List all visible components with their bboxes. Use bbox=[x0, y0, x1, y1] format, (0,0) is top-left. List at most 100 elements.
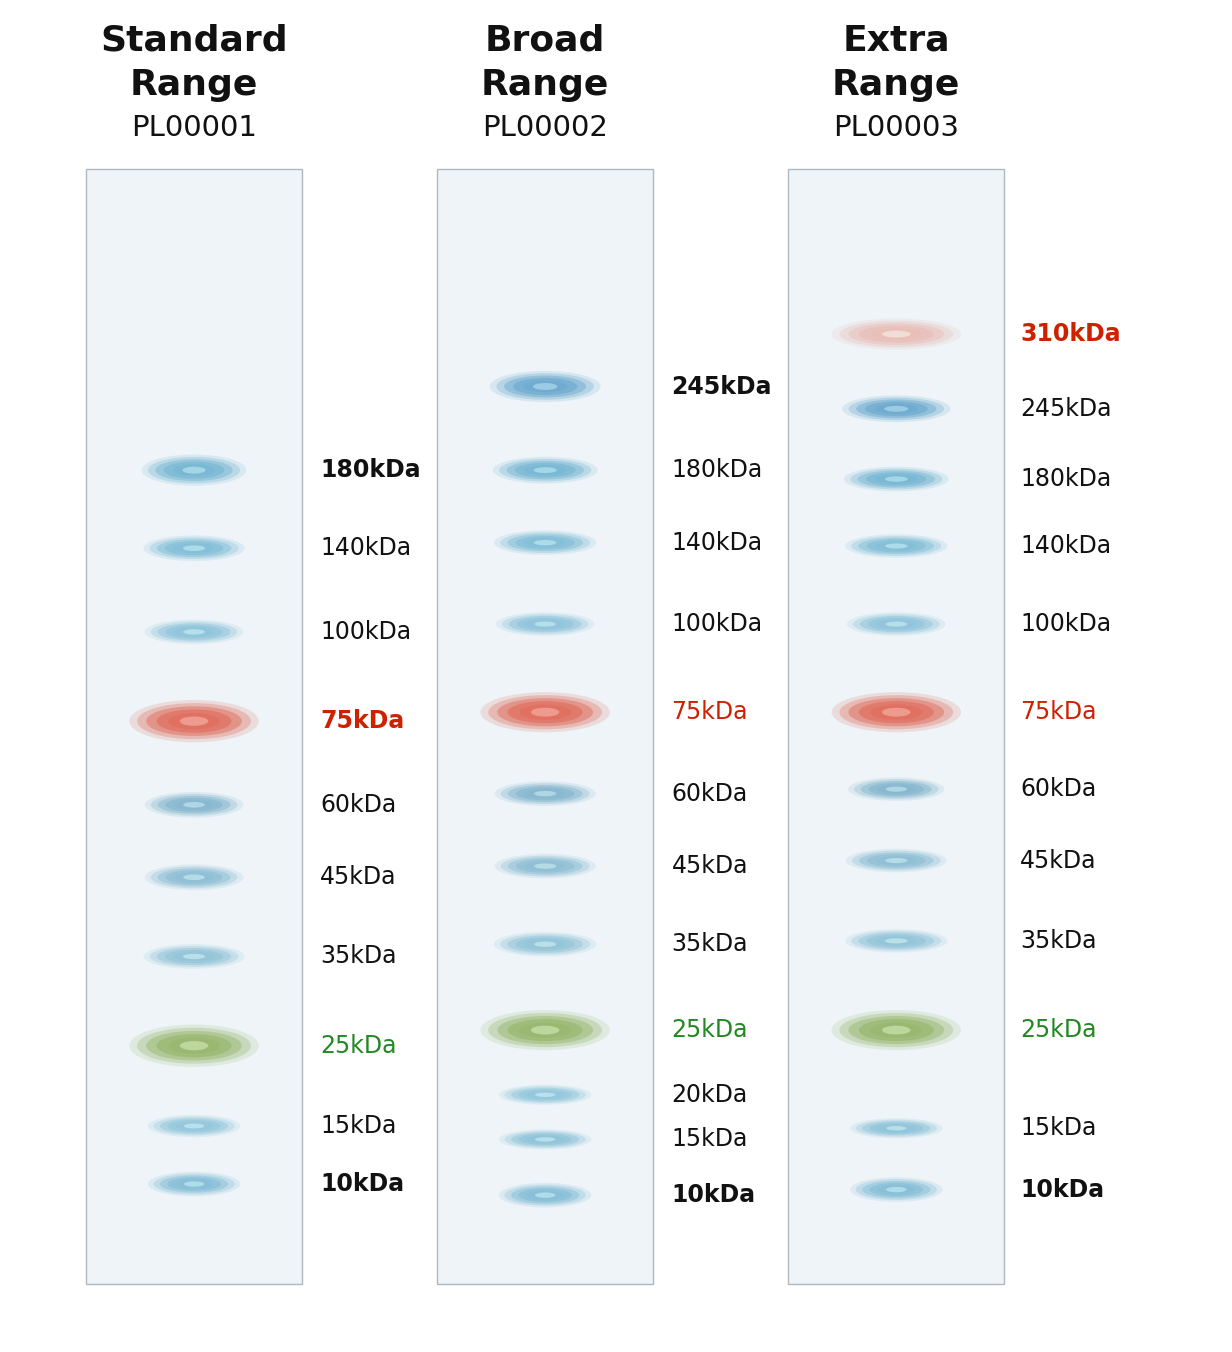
Ellipse shape bbox=[849, 698, 944, 726]
Text: PL00003: PL00003 bbox=[833, 115, 960, 142]
Ellipse shape bbox=[148, 457, 240, 484]
Text: 75kDa: 75kDa bbox=[320, 708, 404, 733]
Ellipse shape bbox=[869, 783, 924, 795]
Ellipse shape bbox=[156, 948, 232, 965]
Ellipse shape bbox=[129, 700, 259, 742]
Ellipse shape bbox=[859, 933, 934, 949]
Ellipse shape bbox=[520, 704, 570, 719]
Ellipse shape bbox=[850, 1178, 942, 1202]
Ellipse shape bbox=[516, 860, 574, 873]
Ellipse shape bbox=[882, 331, 910, 338]
Ellipse shape bbox=[165, 949, 223, 963]
Ellipse shape bbox=[184, 802, 205, 807]
Ellipse shape bbox=[137, 703, 251, 740]
Ellipse shape bbox=[885, 406, 908, 412]
Ellipse shape bbox=[856, 1119, 938, 1137]
Ellipse shape bbox=[156, 1034, 232, 1057]
Text: 100kDa: 100kDa bbox=[320, 619, 411, 644]
Text: 10kDa: 10kDa bbox=[671, 1183, 755, 1207]
Ellipse shape bbox=[515, 535, 575, 549]
Text: Broad: Broad bbox=[485, 23, 605, 58]
Ellipse shape bbox=[870, 1183, 923, 1197]
Ellipse shape bbox=[878, 1184, 915, 1194]
Ellipse shape bbox=[168, 1037, 221, 1053]
Ellipse shape bbox=[513, 379, 578, 395]
Ellipse shape bbox=[498, 698, 593, 726]
Text: 140kDa: 140kDa bbox=[671, 530, 763, 554]
Ellipse shape bbox=[129, 1025, 259, 1067]
Ellipse shape bbox=[843, 395, 951, 422]
Ellipse shape bbox=[165, 541, 223, 556]
Ellipse shape bbox=[509, 617, 582, 633]
Ellipse shape bbox=[505, 1086, 586, 1103]
Ellipse shape bbox=[850, 469, 942, 489]
Ellipse shape bbox=[494, 932, 596, 956]
Ellipse shape bbox=[165, 798, 223, 811]
Text: 45kDa: 45kDa bbox=[320, 865, 397, 890]
Ellipse shape bbox=[499, 1129, 591, 1149]
Ellipse shape bbox=[871, 1022, 922, 1038]
Text: 25kDa: 25kDa bbox=[671, 1018, 748, 1042]
Ellipse shape bbox=[158, 796, 230, 814]
Ellipse shape bbox=[882, 1026, 910, 1034]
Text: 15kDa: 15kDa bbox=[320, 1114, 397, 1138]
Ellipse shape bbox=[508, 534, 583, 552]
Text: 140kDa: 140kDa bbox=[320, 537, 411, 560]
Ellipse shape bbox=[148, 1172, 240, 1197]
Ellipse shape bbox=[174, 544, 214, 553]
Ellipse shape bbox=[865, 402, 928, 416]
Ellipse shape bbox=[480, 1010, 610, 1051]
Ellipse shape bbox=[856, 399, 936, 418]
Ellipse shape bbox=[499, 1084, 591, 1105]
Text: 60kDa: 60kDa bbox=[671, 781, 748, 806]
Ellipse shape bbox=[877, 784, 915, 794]
Ellipse shape bbox=[531, 1026, 559, 1034]
Text: 100kDa: 100kDa bbox=[1020, 612, 1111, 635]
Text: 75kDa: 75kDa bbox=[671, 700, 748, 725]
Ellipse shape bbox=[832, 692, 961, 733]
Ellipse shape bbox=[495, 781, 596, 806]
Ellipse shape bbox=[508, 786, 583, 802]
Text: 60kDa: 60kDa bbox=[1020, 777, 1096, 802]
Text: 25kDa: 25kDa bbox=[320, 1034, 397, 1057]
Text: 45kDa: 45kDa bbox=[671, 854, 748, 879]
Ellipse shape bbox=[175, 872, 214, 882]
Ellipse shape bbox=[490, 370, 600, 402]
Ellipse shape bbox=[495, 612, 594, 635]
Ellipse shape bbox=[150, 794, 238, 815]
Ellipse shape bbox=[525, 619, 564, 629]
Ellipse shape bbox=[508, 702, 583, 723]
Ellipse shape bbox=[184, 629, 205, 634]
Ellipse shape bbox=[832, 1010, 961, 1051]
Text: 100kDa: 100kDa bbox=[671, 612, 763, 635]
Ellipse shape bbox=[535, 1092, 556, 1096]
Ellipse shape bbox=[165, 871, 223, 884]
Text: PL00002: PL00002 bbox=[482, 115, 609, 142]
Text: 60kDa: 60kDa bbox=[320, 792, 397, 817]
Ellipse shape bbox=[145, 619, 244, 644]
Ellipse shape bbox=[871, 704, 922, 719]
Ellipse shape bbox=[876, 542, 917, 550]
Ellipse shape bbox=[516, 787, 574, 800]
Ellipse shape bbox=[506, 461, 584, 480]
Ellipse shape bbox=[184, 1182, 205, 1187]
Ellipse shape bbox=[142, 454, 246, 485]
Ellipse shape bbox=[850, 1118, 942, 1138]
Ellipse shape bbox=[535, 1192, 556, 1198]
Ellipse shape bbox=[533, 864, 557, 869]
FancyBboxPatch shape bbox=[86, 169, 302, 1284]
Ellipse shape bbox=[859, 852, 934, 869]
Text: 180kDa: 180kDa bbox=[320, 458, 421, 483]
Ellipse shape bbox=[147, 706, 241, 735]
Ellipse shape bbox=[885, 938, 908, 944]
Ellipse shape bbox=[160, 1175, 228, 1192]
Ellipse shape bbox=[531, 708, 559, 717]
Text: 180kDa: 180kDa bbox=[1020, 466, 1111, 491]
Ellipse shape bbox=[525, 465, 565, 476]
Ellipse shape bbox=[866, 472, 926, 485]
Ellipse shape bbox=[857, 470, 935, 488]
Ellipse shape bbox=[525, 538, 565, 548]
Ellipse shape bbox=[533, 468, 557, 473]
Ellipse shape bbox=[168, 1119, 221, 1132]
Ellipse shape bbox=[508, 936, 583, 953]
